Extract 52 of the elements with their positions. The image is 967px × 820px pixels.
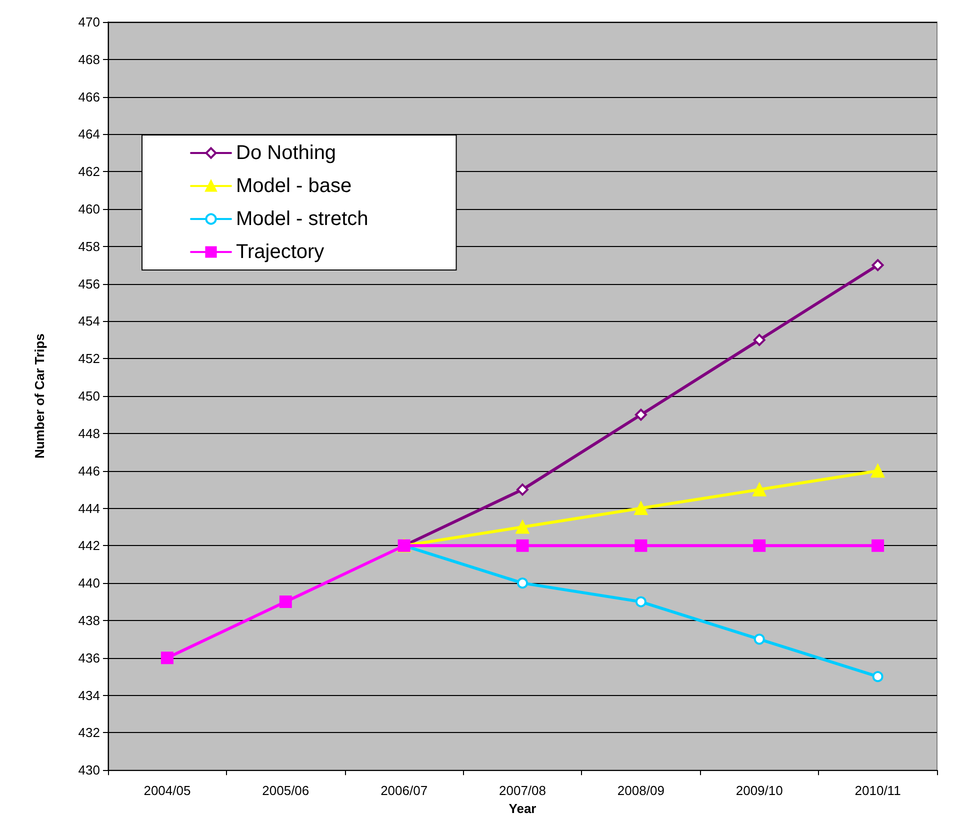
y-tick-label: 442 — [78, 538, 100, 554]
y-tick-label: 446 — [78, 463, 100, 478]
y-tick-label: 448 — [78, 426, 100, 441]
legend-label: Do Nothing — [236, 142, 336, 164]
x-tick-label: 2008/09 — [617, 783, 664, 798]
y-axis-title: Number of Car Trips — [32, 334, 47, 459]
y-tick-label: 454 — [78, 314, 100, 329]
point — [872, 259, 884, 272]
point — [160, 652, 174, 664]
legend-label: Model - stretch — [236, 208, 368, 230]
point — [754, 634, 765, 645]
point — [516, 484, 528, 496]
point — [635, 596, 646, 608]
y-tick-label: 450 — [78, 388, 100, 404]
legend-label: Model - base — [236, 175, 352, 197]
y-tick-label: 460 — [78, 202, 100, 217]
y-tick-label: 444 — [78, 500, 100, 516]
y-tick-label: 434 — [78, 688, 100, 703]
y-tick-label: 462 — [78, 164, 100, 180]
point — [872, 539, 884, 552]
point — [753, 539, 766, 552]
x-tick-label: 2006/07 — [380, 783, 428, 798]
legend-label: Trajectory — [236, 241, 324, 263]
point — [871, 464, 885, 478]
point — [517, 578, 528, 589]
y-tick-label: 432 — [78, 725, 100, 740]
y-tick-label: 440 — [78, 576, 100, 591]
x-tick-label: 2004/05 — [144, 783, 191, 798]
point — [634, 408, 647, 421]
y-tick-label: 430 — [78, 762, 100, 778]
point — [279, 596, 292, 608]
point — [634, 539, 648, 552]
y-tick-label: 452 — [78, 351, 100, 366]
point — [634, 502, 648, 516]
x-tick-label: 2007/08 — [499, 783, 546, 798]
x-axis-title: Year — [508, 801, 536, 816]
y-tick-label: 464 — [78, 126, 100, 142]
point — [753, 334, 766, 346]
x-tick-label: 2005/06 — [262, 783, 310, 798]
y-tick-label: 458 — [78, 238, 100, 254]
y-tick-label: 468 — [78, 52, 100, 67]
y-tick-label: 466 — [78, 89, 100, 104]
y-tick-label: 456 — [78, 276, 100, 292]
y-tick-label: 470 — [78, 14, 100, 30]
point — [872, 671, 884, 682]
y-tick-label: 438 — [78, 612, 100, 628]
y-tick-label: 436 — [78, 650, 100, 666]
point — [516, 520, 530, 534]
x-tick-label: 2009/10 — [736, 783, 783, 798]
point — [752, 482, 766, 496]
x-tick-label: 2010/11 — [854, 783, 901, 798]
point — [516, 539, 529, 552]
